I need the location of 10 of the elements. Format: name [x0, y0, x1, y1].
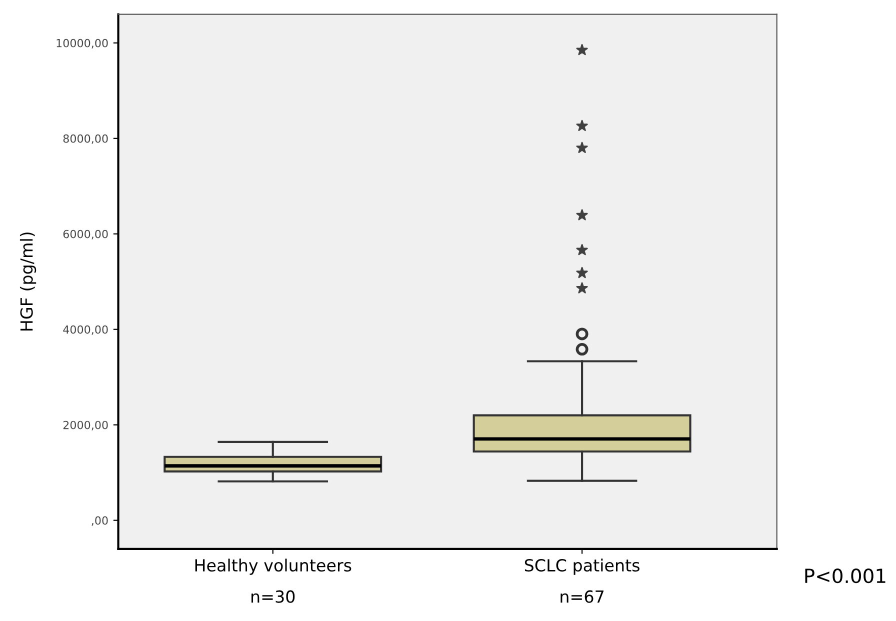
x-tick-label: SCLC patients n=67 [524, 558, 640, 603]
y-tick-label: 6000,00 [63, 230, 108, 240]
y-tick-label: 8000,00 [63, 134, 108, 144]
y-tick-label: ,00 [92, 516, 108, 526]
text: P<0.001 [805, 568, 886, 584]
y-tick-label: 10000,00 [56, 38, 108, 48]
y-axis-title: HGF (pg/ml) [20, 232, 36, 330]
y-tick-label: 2000,00 [63, 420, 108, 430]
y-tick-label: 4000,00 [63, 325, 108, 335]
x-tick-label: Healthy volunteers n=30 [195, 558, 352, 603]
